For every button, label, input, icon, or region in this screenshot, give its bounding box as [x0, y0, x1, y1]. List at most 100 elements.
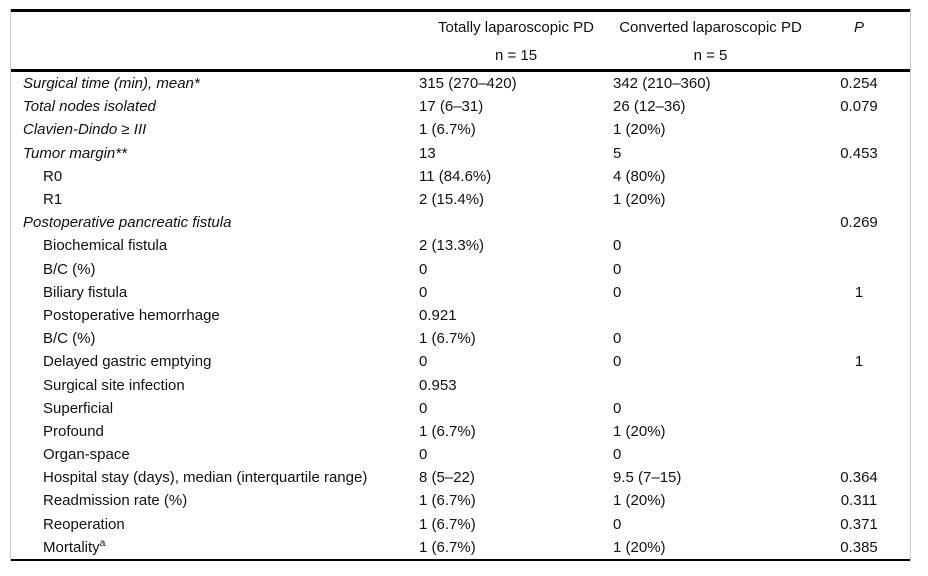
- col1-value: 1 (6.7%): [419, 422, 476, 440]
- p-value: 1: [854, 283, 864, 301]
- col1-value: 8 (5–22): [419, 469, 475, 487]
- col1-value: 2 (15.4%): [419, 191, 485, 209]
- table-row: B/C (%) 1 (6.7%) 0: [11, 327, 910, 350]
- row-label: R1: [43, 191, 63, 209]
- col2-value: [613, 373, 808, 396]
- col-n-converted: n = 5: [613, 42, 808, 72]
- col-header-p-value: P: [853, 18, 864, 36]
- col2-value: 1 (20%): [613, 492, 666, 510]
- row-label: Mortalitya: [43, 537, 106, 556]
- col1-value: 1 (6.7%): [419, 330, 476, 348]
- p-value: [808, 165, 910, 188]
- table-row: R0 11 (84.6%) 4 (80%): [11, 165, 910, 188]
- row-label: Organ-space: [43, 446, 130, 464]
- p-value: 0.079: [840, 98, 878, 116]
- col1-value: 1 (6.7%): [419, 515, 476, 533]
- row-label: B/C (%): [43, 260, 96, 278]
- row-label: Tumor margin**: [23, 144, 127, 162]
- table-row: Reoperation 1 (6.7%) 0 0.371: [11, 513, 910, 536]
- table-row: Tumor margin** 13 5 0.453: [11, 142, 910, 165]
- col1-value: [419, 211, 613, 234]
- p-value: 1: [854, 353, 864, 371]
- table-row: Surgical time (min), mean* 315 (270–420)…: [11, 71, 910, 96]
- col1-value: 11 (84.6%): [419, 167, 492, 185]
- col1-value: 0: [419, 446, 428, 464]
- p-value: [808, 327, 910, 350]
- row-label: Postoperative hemorrhage: [43, 306, 220, 324]
- table-row: Organ-space 0 0: [11, 443, 910, 466]
- p-value: 0.254: [840, 75, 878, 93]
- col2-value: 1 (20%): [613, 538, 666, 556]
- col2-value: 1 (20%): [613, 422, 666, 440]
- col2-value: 26 (12–36): [613, 98, 686, 116]
- p-value: [808, 188, 910, 211]
- row-label: Clavien-Dindo ≥ III: [23, 121, 147, 139]
- col1-value: 0: [419, 353, 428, 371]
- col1-value: 0.953: [419, 376, 457, 394]
- col2-value: 0: [613, 237, 622, 255]
- col2-value: 9.5 (7–15): [613, 469, 682, 487]
- p-value: [808, 420, 910, 443]
- table-row: B/C (%) 0 0: [11, 258, 910, 281]
- table-row: Biliary fistula 0 0 1: [11, 281, 910, 304]
- table-row: Postoperative hemorrhage 0.921: [11, 304, 910, 327]
- results-table: Totally laparoscopic PD Converted laparo…: [11, 9, 910, 561]
- p-value: 0.364: [840, 469, 878, 487]
- row-label: B/C (%): [43, 330, 96, 348]
- row-label: Postoperative pancreatic fistula: [23, 214, 232, 232]
- col2-value: 342 (210–360): [613, 75, 711, 93]
- row-label: Biochemical fistula: [43, 237, 168, 255]
- col2-value: 0: [613, 330, 622, 348]
- table-row: Superficial 0 0: [11, 397, 910, 420]
- row-label: Reoperation: [43, 515, 125, 533]
- table-row: Hospital stay (days), median (interquart…: [11, 466, 910, 489]
- col2-value: [613, 304, 808, 327]
- p-value: [808, 258, 910, 281]
- row-label: Surgical time (min), mean*: [23, 75, 200, 93]
- row-label: Biliary fistula: [43, 283, 128, 301]
- row-label: Superficial: [43, 399, 114, 417]
- col2-value: 4 (80%): [613, 167, 666, 185]
- p-value: [808, 234, 910, 257]
- table-row: Biochemical fistula 2 (13.3%) 0: [11, 234, 910, 257]
- row-label: Delayed gastric emptying: [43, 353, 212, 371]
- table-header: Totally laparoscopic PD Converted laparo…: [11, 11, 910, 72]
- col1-value: 0.921: [419, 306, 457, 324]
- table-row: Postoperative pancreatic fistula 0.269: [11, 211, 910, 234]
- col1-value: 1 (6.7%): [419, 121, 476, 139]
- col2-value: 0: [613, 260, 622, 278]
- col1-value: 1 (6.7%): [419, 492, 476, 510]
- col1-value: 0: [419, 283, 428, 301]
- col2-value: 5: [613, 144, 622, 162]
- header-row-groups: Totally laparoscopic PD Converted laparo…: [11, 11, 910, 43]
- p-value: 0.269: [840, 214, 878, 232]
- row-label: Surgical site infection: [43, 376, 185, 394]
- col-header-converted-laparoscopic: Converted laparoscopic PD: [619, 18, 802, 36]
- p-value: 0.371: [840, 515, 878, 533]
- col1-value: 2 (13.3%): [419, 237, 485, 255]
- p-value: [808, 397, 910, 420]
- p-value: 0.385: [840, 538, 878, 556]
- row-label: Readmission rate (%): [43, 492, 188, 510]
- col-header-empty: [11, 11, 419, 43]
- row-label: R0: [43, 167, 63, 185]
- col2-value: 0: [613, 283, 622, 301]
- col2-value: 1 (20%): [613, 121, 666, 139]
- col2-value: 0: [613, 515, 622, 533]
- table-row: Mortalitya 1 (6.7%) 1 (20%) 0.385: [11, 536, 910, 560]
- col2-value: 0: [613, 353, 622, 371]
- col2-value: 0: [613, 399, 622, 417]
- table-row: R1 2 (15.4%) 1 (20%): [11, 188, 910, 211]
- col1-value: 0: [419, 260, 428, 278]
- col-n-p-empty: [808, 42, 910, 72]
- table-row: Clavien-Dindo ≥ III 1 (6.7%) 1 (20%): [11, 118, 910, 141]
- row-label: Total nodes isolated: [23, 98, 156, 116]
- p-value: [808, 118, 910, 141]
- p-value: 0.311: [840, 492, 878, 510]
- col-n-empty: [11, 42, 419, 72]
- col1-value: 17 (6–31): [419, 98, 484, 116]
- row-label: Hospital stay (days), median (interquart…: [43, 469, 368, 487]
- p-value: 0.453: [840, 144, 878, 162]
- col-n-totally: n = 15: [419, 42, 613, 72]
- col1-value: 1 (6.7%): [419, 538, 476, 556]
